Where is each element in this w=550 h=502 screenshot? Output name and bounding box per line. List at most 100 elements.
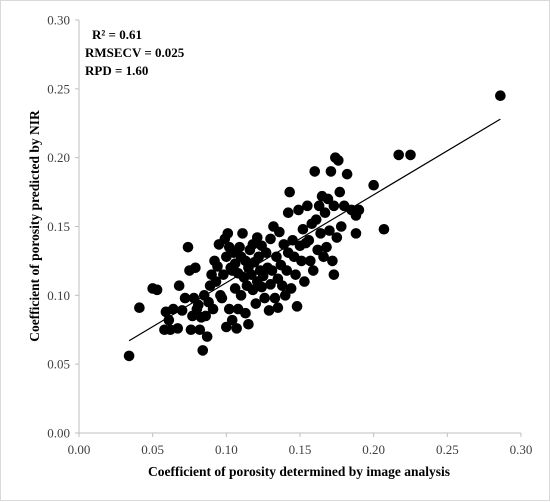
data-point (281, 265, 293, 276)
data-point (307, 265, 319, 276)
data-point (179, 292, 191, 304)
data-point (265, 279, 276, 290)
data-point (324, 225, 335, 236)
data-point (291, 301, 303, 312)
data-point (305, 255, 316, 267)
y-tick-label: 0.10 (47, 288, 70, 303)
data-point (263, 305, 275, 316)
data-point (251, 232, 263, 243)
x-tick-label: 0.00 (68, 442, 91, 457)
data-point (287, 234, 298, 246)
data-point (259, 292, 270, 304)
data-point (265, 233, 276, 245)
y-tick-label: 0.30 (47, 13, 70, 28)
data-point (297, 223, 309, 235)
data-point (123, 350, 135, 362)
data-point (167, 303, 179, 315)
data-point (243, 318, 254, 330)
data-point (325, 166, 337, 177)
data-point (182, 241, 194, 253)
data-point (194, 324, 206, 336)
data-point (247, 284, 259, 296)
x-tick-label: 0.30 (510, 442, 533, 457)
data-point (274, 226, 285, 238)
data-point (172, 323, 184, 334)
data-point (350, 228, 362, 239)
data-point (303, 234, 315, 246)
data-point (134, 302, 145, 314)
data-point (334, 186, 346, 198)
data-point (279, 290, 291, 301)
data-point (368, 179, 379, 191)
x-axis-title: Coefficient of porosity determined by im… (148, 464, 450, 479)
data-point (309, 166, 321, 177)
data-point (266, 265, 278, 276)
data-point (226, 314, 238, 326)
data-point (318, 251, 329, 263)
data-point (250, 298, 262, 309)
trendline (128, 118, 501, 342)
data-point (235, 290, 247, 301)
data-point (328, 200, 340, 212)
data-point (193, 299, 204, 311)
data-point (163, 314, 175, 326)
y-axis-title: Coefficient of porosity predicted by NIR (27, 110, 42, 342)
x-tick-label: 0.20 (362, 442, 385, 457)
data-point (260, 247, 272, 258)
data-point (218, 269, 229, 280)
trendline-group (128, 118, 501, 342)
data-point (282, 207, 294, 219)
annotation-rpd: RPD = 1.60 (85, 63, 148, 78)
data-point (393, 149, 405, 161)
data-point (322, 193, 334, 205)
annotation-rmsecv: RMSECV = 0.025 (85, 45, 185, 60)
x-axis: 0.00 0.05 0.10 0.15 0.20 0.25 0.30 (68, 432, 533, 457)
annotation-r2: R² = 0.61 (92, 27, 142, 42)
data-point (151, 284, 163, 296)
data-point (222, 228, 234, 239)
data-point (212, 261, 223, 272)
data-point (269, 292, 281, 304)
y-tick-label: 0.20 (47, 150, 70, 165)
data-point (312, 244, 323, 256)
data-point (405, 149, 416, 161)
data-point (237, 228, 248, 239)
data-point (246, 269, 257, 280)
data-point (341, 168, 353, 180)
data-point (378, 223, 390, 235)
data-point (327, 255, 338, 267)
data-points (123, 90, 506, 362)
data-point (299, 276, 310, 287)
data-point (173, 280, 185, 291)
data-point (223, 303, 235, 315)
data-point (277, 280, 288, 291)
data-point (353, 204, 365, 216)
y-tick-label: 0.25 (47, 81, 70, 96)
data-point (284, 186, 295, 198)
data-point (293, 204, 304, 216)
data-point (328, 269, 340, 280)
data-point (221, 321, 232, 333)
data-point (257, 270, 269, 282)
data-point (190, 262, 201, 274)
data-point (321, 241, 332, 253)
data-point (302, 200, 313, 212)
data-point (240, 307, 251, 319)
data-point (185, 324, 197, 336)
data-point (234, 241, 245, 253)
data-point (495, 90, 506, 102)
data-point (313, 200, 325, 212)
data-point (319, 207, 331, 219)
data-point (333, 155, 344, 166)
data-point (272, 302, 284, 314)
x-tick-label: 0.25 (436, 442, 459, 457)
data-point (296, 255, 307, 267)
data-point (335, 221, 347, 232)
data-point (207, 303, 219, 315)
x-tick-label: 0.10 (215, 442, 238, 457)
data-point (331, 232, 343, 243)
data-point (310, 214, 322, 225)
data-point (231, 323, 242, 334)
